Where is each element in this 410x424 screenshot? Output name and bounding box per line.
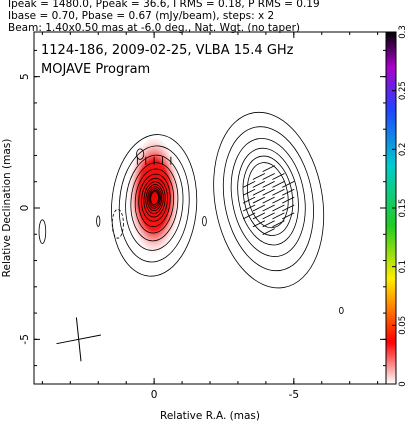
jet-evpa-vector (262, 228, 275, 236)
jet-evpa-vector (242, 212, 256, 220)
colorbar-tick-label-6: 0.3 (398, 25, 408, 39)
core-contour-10 (148, 188, 161, 209)
core-contour-8 (145, 184, 164, 214)
jet-evpa-vector (272, 180, 285, 188)
jet-evpa-vector (282, 188, 295, 196)
colorbar-tick-label-2: 0.1 (398, 260, 408, 274)
noise-contour-3 (202, 216, 207, 227)
x-tick-label-0: 0 (151, 389, 158, 401)
core-contour-4 (134, 168, 175, 234)
jet-evpa-vector (262, 212, 275, 220)
y-axis-label: Relative Declination (mas) (1, 139, 13, 278)
core-polarization-fill (126, 138, 182, 265)
jet-contour-4 (242, 155, 294, 236)
jet-evpa-vector (252, 220, 266, 228)
polarization-fill (126, 138, 182, 265)
colorbar-ticks: 0 0.05 0.1 0.15 0.2 0.25 0.3 (392, 25, 408, 387)
jet-evpa-vector (282, 212, 295, 220)
header-line-2: Ibase = 0.70, Pbase = 0.67 (mJy/beam), s… (8, 10, 274, 22)
core-contour-5 (138, 173, 171, 228)
y-tick-label-0: 5 (19, 73, 31, 80)
jet-evpa-vector (262, 204, 275, 212)
beam-marker (56, 317, 102, 362)
contours (38, 111, 344, 314)
core-contour-7 (143, 181, 166, 218)
core-contour-6 (141, 177, 168, 222)
jet-evpa-vector (272, 212, 285, 220)
axis-ticks: 0 -5 5 0 -5 (19, 32, 386, 401)
jet-evpa-vector (272, 204, 285, 212)
jet-contour-2 (230, 138, 306, 257)
core-contour-0 (111, 134, 198, 277)
noise-contour-2 (96, 215, 101, 227)
jet-evpa-vector (252, 173, 266, 180)
jet-evpa-vector (272, 173, 285, 180)
core-contour-9 (147, 186, 163, 212)
noise-contour-5 (338, 306, 344, 314)
colorbar-tick-label-0: 0 (398, 381, 408, 386)
jet-evpa-vector (262, 180, 275, 188)
core-contour-12 (150, 191, 159, 206)
jet-evpa-vector (252, 188, 266, 196)
noise-contour-0 (38, 219, 47, 244)
y-tick-label-2: -5 (19, 334, 31, 344)
noise-contour-1 (111, 208, 124, 239)
jet-evpa-vector (282, 196, 295, 204)
core-contour-3 (130, 162, 179, 242)
jet-contour-0 (213, 111, 325, 289)
jet-evpa-vector (282, 204, 295, 212)
jet-evpa-vector (272, 220, 285, 228)
jet-evpa-vector (262, 220, 275, 228)
jet-evpa-vector (242, 180, 256, 188)
jet-evpa-vector (242, 204, 256, 212)
core-contour-11 (149, 189, 160, 207)
jet-evpa-vector (272, 188, 285, 196)
colorbar-tick-label-3: 0.15 (398, 199, 408, 218)
jet-evpa-vector (252, 204, 266, 212)
jet-evpa-vector (282, 180, 295, 188)
colorbar-tick-label-5: 0.25 (398, 81, 408, 100)
core-contour-2 (125, 154, 184, 251)
jet-evpa-vector (242, 188, 256, 196)
noise-contour-4 (136, 148, 145, 160)
colorbar-tick-label-1: 0.05 (398, 316, 408, 335)
jet-evpa-vector (262, 165, 275, 172)
jet-contour-3 (237, 147, 299, 246)
jet-evpa-vector (262, 173, 275, 180)
x-axis-label: Relative R.A. (mas) (160, 410, 260, 422)
jet-evpa-vector (242, 196, 256, 204)
beam-minor-axis (56, 334, 102, 345)
colorbar-tick-label-4: 0.2 (398, 143, 408, 157)
core-contour-1 (118, 145, 190, 263)
chart-title: 1124-186, 2009-02-25, VLBA 15.4 GHz (41, 43, 294, 58)
jet-evpa-vector (262, 188, 275, 196)
chart-subtitle: MOJAVE Program (41, 62, 150, 77)
jet-contour-1 (222, 126, 314, 272)
header-line-1: Ipeak = 1480.0, Ppeak = 36.6, I RMS = 0.… (8, 0, 320, 10)
jet-evpa-vector (262, 196, 275, 204)
polarization-vectors (136, 156, 295, 236)
x-tick-label-1: -5 (289, 389, 299, 401)
jet-evpa-vector (252, 196, 266, 204)
y-tick-label-1: 0 (19, 205, 31, 212)
jet-contour-5 (246, 162, 289, 229)
header-line-3: Beam: 1.40x0.50 mas at -6.0 deg., Nat. W… (8, 22, 300, 34)
jet-evpa-vector (252, 180, 266, 188)
plot-frame (33, 31, 387, 385)
jet-evpa-vector (252, 212, 266, 220)
jet-evpa-vector (272, 196, 285, 204)
